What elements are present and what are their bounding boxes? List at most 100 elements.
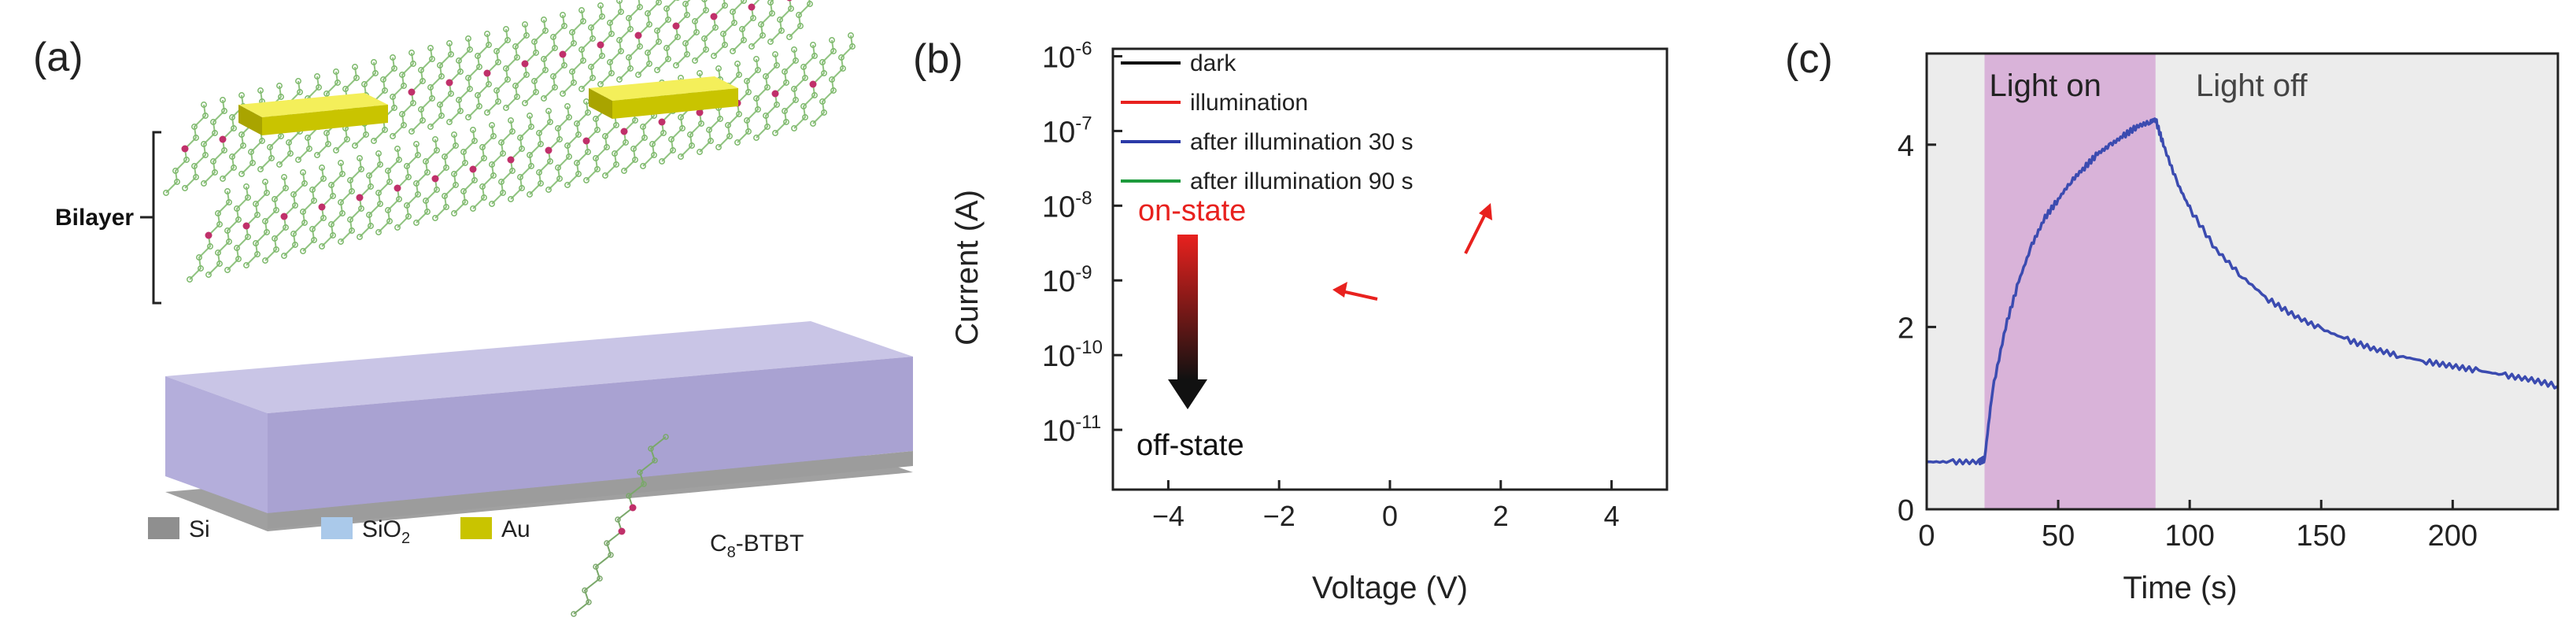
lattice-atom [418,67,424,73]
lattice-atom [396,157,402,163]
lattice-atom [328,182,334,188]
lattice-chain [562,5,604,94]
molecular-lattice [163,0,856,283]
lattice-atom [205,272,212,278]
lattice-atom [212,130,218,136]
lattice-atom [561,62,567,68]
lattice-atom [489,161,495,168]
substrate-front [268,357,913,513]
lattice-atom [349,227,355,234]
lattice-atom [243,262,249,268]
lattice-atom [574,120,580,127]
lattice-atom [745,89,752,95]
lattice-atom [616,0,623,4]
lattice-atom [476,64,482,70]
lattice-atom [547,158,553,165]
lattice-atom [569,29,575,35]
lattice-atom [163,190,169,196]
lattice-atom [536,130,542,136]
lattice-atom [741,0,747,4]
lattice-atom [323,130,330,136]
lattice-atom [338,238,344,245]
sulfur-atom [710,13,718,20]
lattice-atom [386,179,393,185]
sulfur-atom [219,135,227,143]
plot-c-xtick-label: 150 [2297,520,2346,553]
lattice-atom [342,86,349,92]
lattice-atom [571,40,577,46]
lattice-atom [608,70,615,76]
plot-b-ticks: −4 −2 0 2 4 10-11 10-10 10-9 10-8 10-7 10-6 [1042,38,1620,532]
lattice-atom [533,50,539,56]
lattice-atom [399,111,405,117]
plot-b-ytick-label: 10-7 [1042,113,1092,149]
sulfur-atom [318,203,326,211]
lattice-atom [564,142,571,149]
lattice-chain [524,14,566,104]
lattice-atom [541,95,547,102]
sulfur-atom [771,90,779,98]
lattice-atom [607,20,613,26]
lattice-atom [821,70,827,76]
lattice-atom [602,133,608,139]
au-electrode-right [589,76,738,119]
lattice-atom [819,59,826,65]
lattice-atom [448,91,454,97]
lattice-atom [623,139,629,146]
lattice-atom [593,116,599,122]
lattice-atom [408,50,415,56]
lattice-atom [366,172,372,179]
lattice-atom [438,73,445,80]
lattice-atom [465,75,471,81]
lattice-atom [460,149,467,155]
lattice-atom [216,221,223,227]
plot-b-xtick-label: −2 [1263,500,1295,532]
plot-c-series [1927,117,2558,466]
lattice-atom [224,188,231,194]
c8-btbt-molecule [571,434,669,617]
lattice-atom [456,97,462,103]
lattice-atom [627,26,634,32]
lattice-atom [508,117,514,124]
sulfur-atom [431,175,439,183]
lattice-atom [300,209,306,215]
lattice-atom [556,176,563,182]
lattice-atom [300,169,306,176]
plot-b-frame [1111,47,1669,491]
molecule-backbone [573,436,667,615]
lattice-atom [267,144,273,150]
lattice-atom [668,136,674,142]
lattice-atom [446,119,453,125]
lattice-atom [363,131,369,138]
lattice-atom [753,56,759,62]
lattice-chain [770,0,793,43]
sulfur-atom [507,156,515,164]
molecule-atom [663,434,669,440]
lattice-atom [533,89,539,95]
lattice-atom [295,78,301,84]
lattice-atom [262,257,268,264]
lattice-atom [767,39,774,45]
lattice-atom [330,232,336,238]
lattice-atom [316,84,322,91]
lattice-atom [637,43,643,50]
lattice-atom [720,31,726,37]
lattice-atom [594,166,601,172]
lattice-atom [626,15,632,21]
lattice-atom [731,20,737,26]
lattice-atom [438,113,445,119]
molecule-atom [641,481,647,487]
sulfur-atom [205,231,213,239]
plot-b-ytick-label: 10-9 [1042,262,1092,298]
lattice-chain [713,0,745,57]
series-signal [1927,117,2558,466]
lattice-atom [659,158,665,165]
lattice-atom [390,54,396,61]
lattice-chain [737,54,778,143]
lattice-atom [372,70,379,76]
lattice-atom [429,95,435,102]
lattice-atom [295,157,301,163]
lattice-atom [811,53,818,59]
lattice-atom [320,176,327,182]
lattice-atom [394,146,401,152]
